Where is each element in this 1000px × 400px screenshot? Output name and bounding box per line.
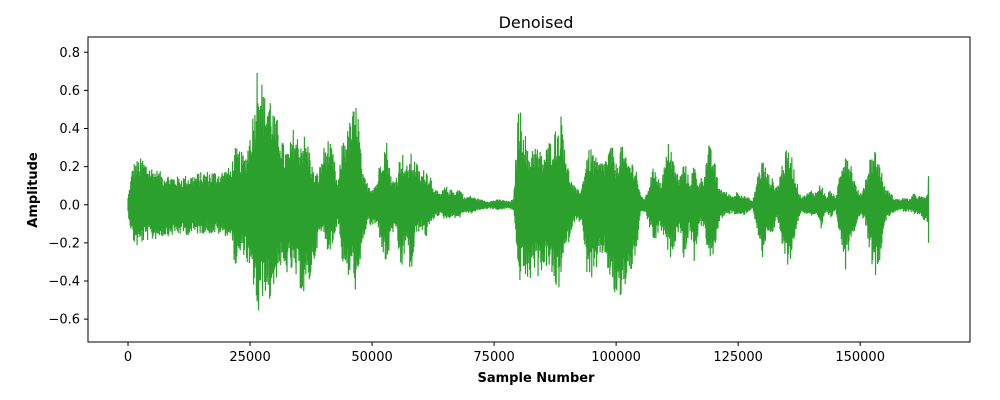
waveform-series-line [127,72,930,311]
x-axis: 0 25000 50000 75000 100000 125000 150000 [124,342,885,365]
x-tick-label: 75000 [473,350,514,365]
x-tick-label: 0 [124,350,132,365]
x-axis-label: Sample Number [478,371,596,386]
x-tick-label: 50000 [351,350,392,365]
y-tick-label: −0.4 [48,275,80,290]
y-tick-label: 0.8 [59,46,80,61]
y-tick-label: 0.4 [59,122,80,137]
y-axis-label: Amplitude [26,152,41,228]
chart-title: Denoised [499,13,574,32]
x-tick-label: 25000 [229,350,270,365]
y-axis: −0.6 −0.4 −0.2 0.0 0.2 0.4 0.6 0.8 [48,46,88,328]
y-tick-label: −0.2 [48,236,80,251]
x-tick-label: 150000 [835,350,885,365]
y-tick-label: 0.6 [59,84,80,99]
y-tick-label: 0.2 [59,160,80,175]
x-tick-label: 125000 [713,350,763,365]
y-tick-label: 0.0 [59,198,80,213]
y-tick-label: −0.6 [48,313,80,328]
x-tick-label: 100000 [591,350,641,365]
plot-area [127,72,930,311]
axes-frame [87,36,971,343]
